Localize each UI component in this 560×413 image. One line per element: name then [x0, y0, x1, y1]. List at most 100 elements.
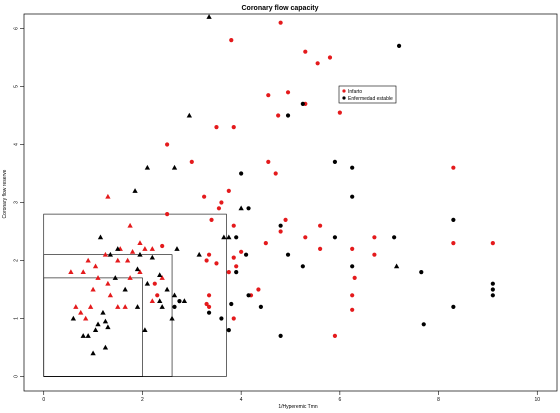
point-triangle-infarto — [107, 292, 114, 298]
point-enfermedad-estable — [490, 281, 495, 286]
point-triangle-enfermedad-estable — [80, 333, 86, 338]
point-triangle-enfermedad-estable — [186, 112, 192, 118]
point-infarto — [318, 246, 323, 251]
point-infarto — [216, 206, 222, 211]
point-infarto — [204, 301, 209, 307]
point-infarto — [214, 261, 219, 266]
point-infarto — [315, 61, 320, 66]
point-triangle-infarto — [122, 304, 128, 309]
point-triangle-enfermedad-estable — [92, 327, 99, 333]
point-triangle-enfermedad-estable — [112, 275, 118, 280]
point-infarto — [318, 223, 323, 228]
point-triangle-enfermedad-estable — [142, 327, 148, 333]
point-enfermedad-estable — [300, 101, 305, 106]
point-infarto — [303, 49, 308, 54]
point-infarto — [234, 264, 239, 269]
point-triangle-enfermedad-estable — [144, 164, 151, 170]
legend-label-enfermedad-estable: Enfermedad estable — [348, 96, 393, 102]
point-triangle-infarto — [95, 275, 101, 280]
zone-box-3 — [43, 277, 143, 377]
point-triangle-enfermedad-estable — [100, 309, 106, 315]
legend-marker-enfermedad-estable — [342, 96, 346, 100]
point-triangle-enfermedad-estable — [102, 318, 109, 324]
point-enfermedad-estable — [234, 270, 239, 275]
point-infarto — [332, 333, 338, 338]
point-enfermedad-estable — [332, 159, 338, 164]
point-triangle-infarto — [90, 286, 96, 292]
point-triangle-infarto — [159, 275, 165, 280]
y-tick-label: 0 — [14, 375, 20, 378]
point-triangle-infarto — [105, 280, 111, 286]
point-infarto — [160, 243, 165, 249]
point-triangle-enfermedad-estable — [159, 304, 165, 309]
point-enfermedad-estable — [350, 165, 355, 170]
y-tick-label: 3 — [14, 201, 20, 204]
point-infarto — [372, 235, 377, 240]
point-triangle-enfermedad-estable — [226, 234, 232, 240]
point-enfermedad-estable — [285, 113, 291, 118]
point-triangle-enfermedad-estable — [122, 286, 128, 292]
point-infarto — [229, 38, 234, 43]
x-tick-label: 2 — [141, 397, 144, 403]
point-infarto — [204, 258, 209, 263]
point-enfermedad-estable — [278, 223, 283, 228]
point-enfermedad-estable — [392, 235, 397, 240]
point-triangle-enfermedad-estable — [221, 234, 227, 240]
point-infarto — [451, 165, 456, 170]
legend-box — [338, 85, 397, 104]
point-triangle-enfermedad-estable — [157, 272, 163, 277]
point-infarto — [226, 188, 231, 193]
point-triangle-enfermedad-estable — [107, 251, 114, 257]
point-enfermedad-estable — [226, 328, 231, 333]
point-triangle-enfermedad-estable — [238, 205, 244, 211]
point-enfermedad-estable — [490, 293, 495, 298]
point-enfermedad-estable — [350, 194, 355, 199]
point-enfermedad-estable — [206, 310, 212, 315]
x-tick-label: 0 — [42, 397, 45, 403]
point-infarto — [278, 229, 283, 234]
x-tick-label: 4 — [240, 397, 243, 403]
point-triangle-infarto — [149, 246, 155, 251]
point-infarto — [256, 287, 261, 292]
y-tick-label: 2 — [14, 259, 20, 262]
point-triangle-enfermedad-estable — [169, 315, 175, 321]
point-infarto — [303, 235, 308, 240]
point-enfermedad-estable — [419, 270, 424, 275]
data-points — [68, 14, 495, 356]
point-infarto — [206, 252, 212, 257]
point-infarto — [350, 293, 355, 298]
point-infarto — [152, 281, 157, 286]
point-triangle-infarto — [73, 304, 79, 309]
point-enfermedad-estable — [258, 304, 263, 309]
point-triangle-enfermedad-estable — [144, 280, 151, 286]
point-enfermedad-estable — [396, 43, 402, 49]
point-infarto — [350, 307, 355, 312]
point-triangle-enfermedad-estable — [105, 324, 111, 330]
point-infarto — [273, 171, 278, 176]
point-infarto — [165, 142, 170, 147]
point-triangle-infarto — [102, 251, 109, 257]
point-infarto — [285, 90, 291, 95]
point-triangle-enfermedad-estable — [149, 254, 155, 260]
y-tick-label: 1 — [14, 317, 20, 320]
point-enfermedad-estable — [246, 293, 251, 298]
point-triangle-infarto — [127, 222, 133, 228]
point-enfermedad-estable — [451, 217, 456, 222]
point-triangle-enfermedad-estable — [134, 266, 141, 272]
legend-label-infarto: Infarto — [348, 89, 362, 95]
point-infarto — [372, 252, 377, 257]
point-triangle-infarto — [124, 257, 131, 263]
point-infarto — [263, 241, 268, 246]
chart-title: Coronary flow capacity — [241, 5, 318, 12]
y-tick-label: 5 — [14, 85, 20, 88]
point-triangle-infarto — [105, 193, 111, 199]
x-tick-label: 6 — [338, 397, 341, 403]
legend: Infarto Enfermedad estable — [338, 85, 397, 104]
point-enfermedad-estable — [332, 235, 338, 240]
point-infarto — [214, 125, 219, 130]
point-infarto — [266, 93, 271, 98]
point-triangle-infarto — [142, 246, 148, 251]
point-infarto — [352, 275, 357, 280]
point-enfermedad-estable — [229, 301, 234, 307]
point-infarto — [327, 55, 333, 60]
